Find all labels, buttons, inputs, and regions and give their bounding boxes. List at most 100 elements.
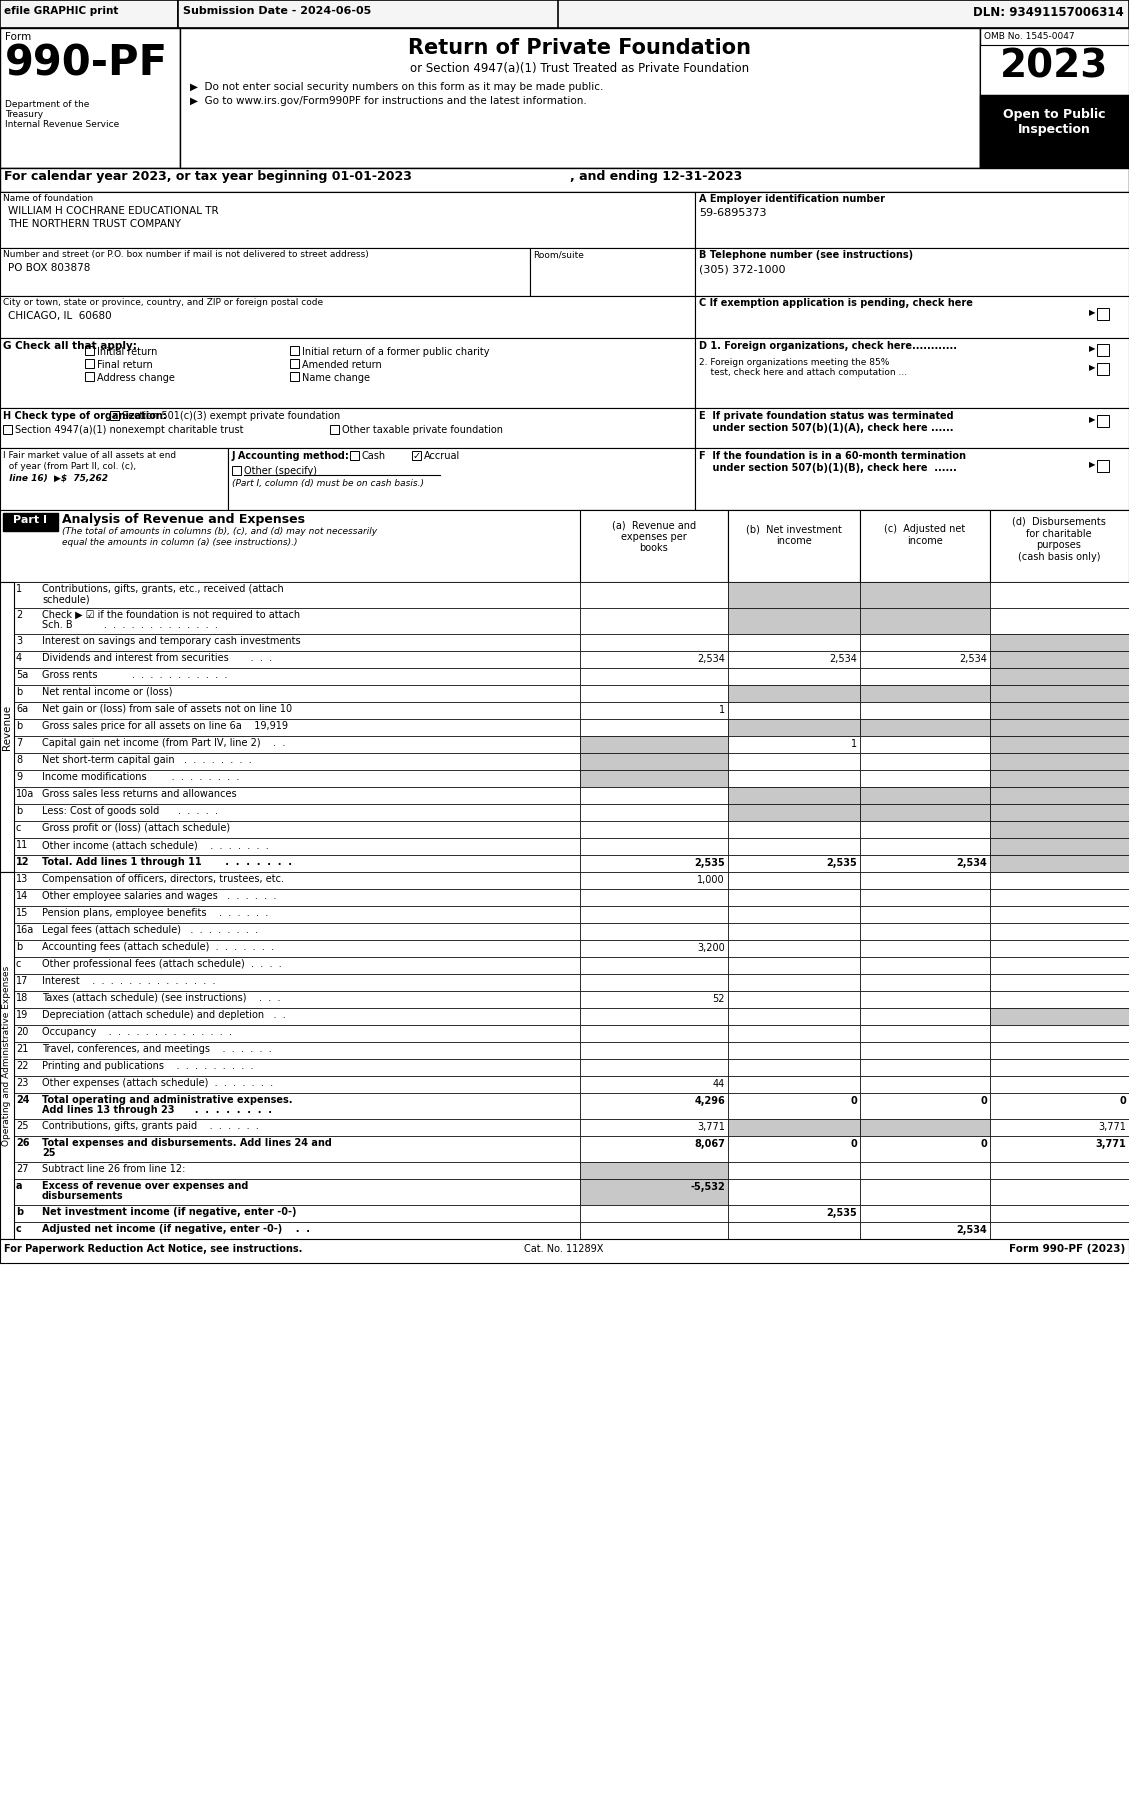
Bar bbox=[860, 804, 990, 822]
Text: 990-PF: 990-PF bbox=[5, 43, 168, 85]
Bar bbox=[990, 1205, 1129, 1223]
Text: c: c bbox=[16, 823, 21, 832]
Bar bbox=[580, 770, 728, 788]
Text: 16a: 16a bbox=[16, 924, 34, 935]
Text: For Paperwork Reduction Act Notice, see instructions.: For Paperwork Reduction Act Notice, see … bbox=[5, 1244, 303, 1253]
Text: 2,535: 2,535 bbox=[826, 1208, 857, 1217]
Bar bbox=[228, 448, 695, 511]
Bar bbox=[728, 906, 860, 922]
Bar bbox=[1097, 307, 1109, 320]
Bar bbox=[990, 906, 1129, 922]
Bar bbox=[290, 345, 299, 354]
Bar bbox=[14, 804, 580, 822]
Bar bbox=[580, 583, 728, 608]
Bar bbox=[14, 940, 580, 957]
Text: Occupancy    .  .  .  .  .  .  .  .  .  .  .  .  .  .: Occupancy . . . . . . . . . . . . . . bbox=[42, 1027, 231, 1037]
Bar bbox=[1097, 343, 1109, 356]
Text: 0: 0 bbox=[850, 1097, 857, 1106]
Text: b: b bbox=[16, 806, 23, 816]
Bar bbox=[860, 753, 990, 770]
Text: Section 4947(a)(1) nonexempt charitable trust: Section 4947(a)(1) nonexempt charitable … bbox=[15, 424, 244, 435]
Bar bbox=[860, 583, 990, 608]
Text: 27: 27 bbox=[16, 1163, 28, 1174]
Text: ▶: ▶ bbox=[1089, 363, 1095, 372]
Text: 1: 1 bbox=[851, 739, 857, 750]
Bar bbox=[580, 940, 728, 957]
Bar bbox=[990, 651, 1129, 669]
Text: Room/suite: Room/suite bbox=[533, 250, 584, 259]
Bar bbox=[990, 856, 1129, 872]
Bar bbox=[14, 1223, 580, 1239]
Text: Total expenses and disbursements. Add lines 24 and: Total expenses and disbursements. Add li… bbox=[42, 1138, 332, 1147]
Bar bbox=[990, 669, 1129, 685]
Text: 14: 14 bbox=[16, 892, 28, 901]
Bar bbox=[290, 372, 299, 381]
Bar bbox=[0, 297, 695, 338]
Bar bbox=[980, 29, 1129, 167]
Text: Contributions, gifts, grants, etc., received (attach: Contributions, gifts, grants, etc., rece… bbox=[42, 584, 283, 593]
Bar bbox=[990, 635, 1129, 651]
Text: 4,296: 4,296 bbox=[694, 1097, 725, 1106]
Text: Accrual: Accrual bbox=[425, 451, 461, 460]
Bar bbox=[695, 338, 1129, 408]
Text: Net gain or (loss) from sale of assets not on line 10: Net gain or (loss) from sale of assets n… bbox=[42, 705, 292, 714]
Bar bbox=[860, 1043, 990, 1059]
Bar bbox=[990, 735, 1129, 753]
Bar bbox=[860, 975, 990, 991]
Text: 3,771: 3,771 bbox=[697, 1122, 725, 1133]
Text: 5a: 5a bbox=[16, 671, 28, 680]
Bar bbox=[0, 192, 695, 248]
Text: 18: 18 bbox=[16, 992, 28, 1003]
Text: 8: 8 bbox=[16, 755, 23, 764]
Bar bbox=[580, 608, 728, 635]
Text: 26: 26 bbox=[16, 1138, 29, 1147]
Bar bbox=[990, 788, 1129, 804]
Bar bbox=[580, 975, 728, 991]
Text: (b)  Net investment
income: (b) Net investment income bbox=[746, 523, 842, 545]
Bar bbox=[14, 583, 580, 608]
Bar bbox=[85, 345, 94, 354]
Bar bbox=[580, 922, 728, 940]
Bar bbox=[990, 922, 1129, 940]
Text: efile GRAPHIC print: efile GRAPHIC print bbox=[5, 5, 119, 16]
Bar bbox=[728, 608, 860, 635]
Bar bbox=[14, 1205, 580, 1223]
Text: Initial return: Initial return bbox=[97, 347, 157, 358]
Text: ▶: ▶ bbox=[1089, 343, 1095, 352]
Bar bbox=[0, 0, 1129, 29]
Bar bbox=[990, 1118, 1129, 1136]
Bar bbox=[580, 753, 728, 770]
Bar bbox=[990, 1136, 1129, 1162]
Bar bbox=[14, 701, 580, 719]
Bar bbox=[0, 511, 1129, 583]
Bar bbox=[580, 872, 728, 888]
Text: Treasury: Treasury bbox=[5, 110, 43, 119]
Bar bbox=[580, 735, 728, 753]
Text: Number and street (or P.O. box number if mail is not delivered to street address: Number and street (or P.O. box number if… bbox=[3, 250, 369, 259]
Bar bbox=[728, 635, 860, 651]
Bar bbox=[990, 804, 1129, 822]
Bar bbox=[728, 651, 860, 669]
Bar bbox=[178, 0, 558, 29]
Text: Gross sales price for all assets on line 6a    19,919: Gross sales price for all assets on line… bbox=[42, 721, 288, 732]
Text: Final return: Final return bbox=[97, 360, 152, 370]
Bar bbox=[728, 1075, 860, 1093]
Bar bbox=[580, 788, 728, 804]
Bar bbox=[3, 512, 58, 530]
Bar bbox=[580, 906, 728, 922]
Bar bbox=[728, 1223, 860, 1239]
Bar bbox=[728, 1043, 860, 1059]
Bar bbox=[990, 822, 1129, 838]
Bar bbox=[580, 511, 728, 583]
Bar bbox=[990, 872, 1129, 888]
Bar bbox=[580, 1059, 728, 1075]
Text: 1: 1 bbox=[16, 584, 23, 593]
Text: Adjusted net income (if negative, enter -0-)    .  .: Adjusted net income (if negative, enter … bbox=[42, 1224, 310, 1233]
Bar bbox=[860, 822, 990, 838]
Bar bbox=[14, 822, 580, 838]
Text: (d)  Disbursements
for charitable
purposes
(cash basis only): (d) Disbursements for charitable purpose… bbox=[1012, 518, 1106, 561]
Text: Gross rents           .  .  .  .  .  .  .  .  .  .  .: Gross rents . . . . . . . . . . . bbox=[42, 671, 227, 680]
Text: ▶: ▶ bbox=[1089, 307, 1095, 316]
Text: Interest on savings and temporary cash investments: Interest on savings and temporary cash i… bbox=[42, 636, 300, 645]
Text: of year (from Part II, col. (c),: of year (from Part II, col. (c), bbox=[3, 462, 137, 471]
